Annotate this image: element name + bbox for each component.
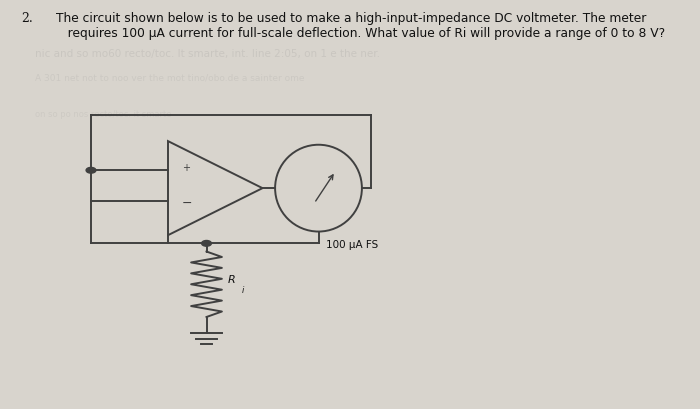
Text: i: i [242, 286, 244, 295]
Text: A 301 net not to noo ver the mot tino/obo.de a sainter ome: A 301 net not to noo ver the mot tino/ob… [35, 74, 304, 83]
Text: 2.: 2. [21, 12, 33, 25]
Circle shape [202, 240, 211, 246]
Text: +: + [182, 163, 190, 173]
Circle shape [86, 167, 96, 173]
Text: −: − [182, 197, 192, 210]
Text: R: R [228, 275, 235, 285]
Text: on so po nos recto/toc. it smarte: on so po nos recto/toc. it smarte [35, 110, 172, 119]
Text: The circuit shown below is to be used to make a high-input-impedance DC voltmete: The circuit shown below is to be used to… [56, 12, 665, 40]
Text: nic and so mo60 recto/toc. It smarte, int. line 2:05, on 1 e the ner.: nic and so mo60 recto/toc. It smarte, in… [35, 49, 380, 59]
Text: 100 μA FS: 100 μA FS [326, 240, 378, 250]
